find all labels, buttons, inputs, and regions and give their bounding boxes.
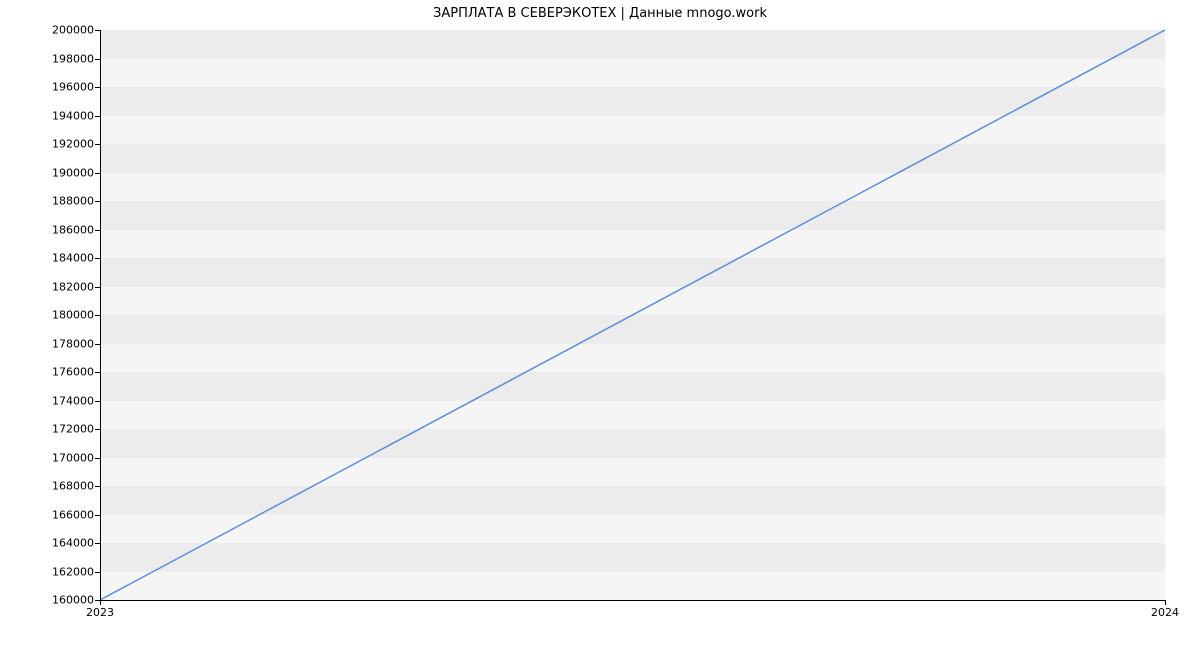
y-tick-label: 182000 xyxy=(52,280,94,293)
y-tick-label: 170000 xyxy=(52,451,94,464)
y-tick-label: 162000 xyxy=(52,565,94,578)
y-tick-label: 172000 xyxy=(52,423,94,436)
plot-area: 1600001620001640001660001680001700001720… xyxy=(100,30,1165,600)
y-tick-label: 176000 xyxy=(52,366,94,379)
y-tick-label: 188000 xyxy=(52,195,94,208)
y-tick-label: 186000 xyxy=(52,223,94,236)
x-tick-label: 2023 xyxy=(86,606,114,619)
y-tick-label: 200000 xyxy=(52,24,94,37)
line-layer xyxy=(100,30,1165,600)
salary-line-chart: ЗАРПЛАТА В СЕВЕРЭКОТЕХ | Данные mnogo.wo… xyxy=(0,0,1200,650)
y-tick-label: 160000 xyxy=(52,594,94,607)
y-tick-label: 196000 xyxy=(52,81,94,94)
y-tick-label: 198000 xyxy=(52,52,94,65)
y-tick-label: 180000 xyxy=(52,309,94,322)
y-tick-label: 178000 xyxy=(52,337,94,350)
y-tick-label: 190000 xyxy=(52,166,94,179)
y-tick-label: 166000 xyxy=(52,508,94,521)
y-tick-label: 194000 xyxy=(52,109,94,122)
y-tick-label: 174000 xyxy=(52,394,94,407)
y-axis-line xyxy=(100,30,101,600)
y-tick-label: 192000 xyxy=(52,138,94,151)
x-tick-label: 2024 xyxy=(1151,606,1179,619)
x-axis-line xyxy=(100,600,1165,601)
y-tick-label: 164000 xyxy=(52,537,94,550)
chart-title: ЗАРПЛАТА В СЕВЕРЭКОТЕХ | Данные mnogo.wo… xyxy=(0,6,1200,21)
y-tick-label: 184000 xyxy=(52,252,94,265)
series-line-salary xyxy=(100,30,1165,600)
y-tick-label: 168000 xyxy=(52,480,94,493)
x-tick-mark xyxy=(1165,600,1166,605)
